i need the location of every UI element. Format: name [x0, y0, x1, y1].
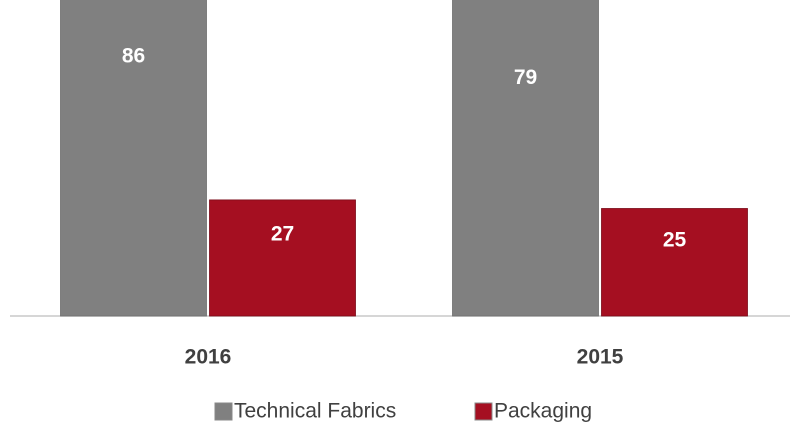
value-label: 86	[122, 45, 145, 68]
bar	[452, 0, 599, 317]
legend-label: Packaging	[494, 400, 592, 423]
legend-swatch	[474, 402, 493, 421]
bar	[601, 208, 748, 317]
value-label: 25	[663, 228, 687, 251]
x-tick-label: 2016	[185, 346, 232, 369]
bar	[209, 199, 356, 317]
legend-swatch	[214, 402, 233, 421]
legend-label: Technical Fabrics	[234, 400, 396, 423]
bar	[60, 0, 207, 317]
value-label: 27	[271, 222, 294, 245]
x-tick-label: 2015	[577, 346, 624, 369]
value-label: 79	[514, 66, 537, 89]
